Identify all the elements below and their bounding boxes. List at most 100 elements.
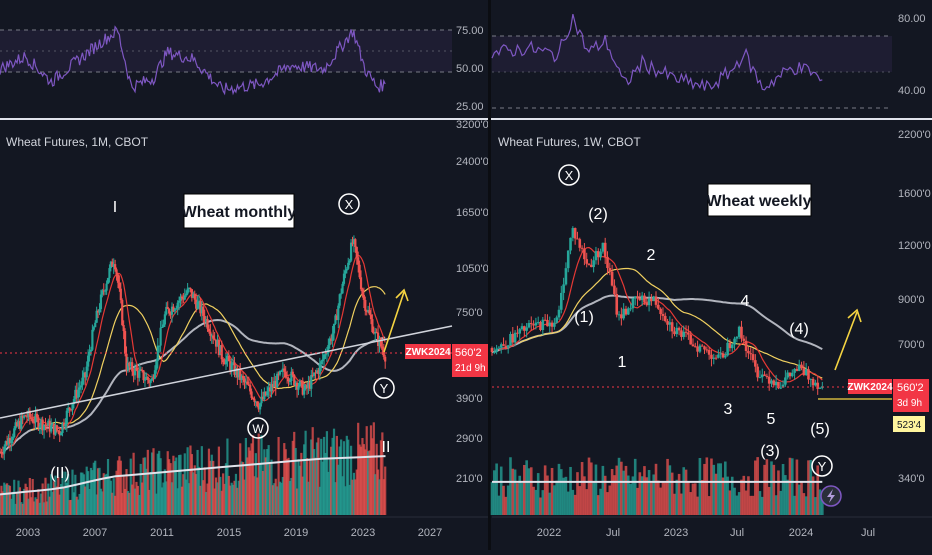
candle-body xyxy=(378,338,381,346)
candle-body xyxy=(511,333,515,343)
candle-body xyxy=(266,391,269,396)
volume-bar xyxy=(539,497,542,515)
candle-body xyxy=(357,257,360,265)
candle-body xyxy=(118,282,121,289)
volume-bar xyxy=(132,452,135,515)
candle-body xyxy=(143,379,147,381)
time-axis[interactable]: 2022 Jul 2023 Jul 2024 Jul xyxy=(537,527,875,539)
volume-bar xyxy=(61,471,64,515)
volume-bar xyxy=(569,466,572,515)
volume-bar xyxy=(520,483,524,515)
wave-label-W: W xyxy=(252,422,264,436)
candle-body xyxy=(374,331,377,334)
volume-bar xyxy=(349,445,353,515)
candle-body xyxy=(603,242,607,257)
volume-bar xyxy=(767,486,771,515)
candle-body xyxy=(562,284,565,293)
volume-bar xyxy=(691,483,695,515)
volume-bar xyxy=(749,495,753,515)
candle-body xyxy=(322,354,326,360)
volume-bar xyxy=(95,494,98,515)
candle-body xyxy=(96,310,100,313)
candle-body xyxy=(206,319,209,329)
volume-bar xyxy=(719,463,722,515)
volume-bar xyxy=(128,492,131,515)
candle-body xyxy=(268,387,272,392)
candle-body xyxy=(307,382,310,389)
price-axis[interactable]: 3200'0 2400'0 1650'0 1050'0 750'0 390'0 … xyxy=(456,119,489,485)
candle-body xyxy=(788,372,792,377)
volume-bar xyxy=(511,468,515,515)
volume-bar xyxy=(590,462,593,515)
volume-bar xyxy=(564,476,568,515)
volume-bar xyxy=(811,476,815,515)
candle-body xyxy=(712,357,716,359)
volume-bar xyxy=(659,487,662,515)
volume-bar xyxy=(550,467,554,515)
volume-bars xyxy=(0,422,387,515)
price-tag-secondary-text: 523'4 xyxy=(897,420,922,431)
candle-body xyxy=(234,368,238,375)
volume-bar xyxy=(335,435,338,515)
volume-bar xyxy=(295,488,299,515)
volume-bar xyxy=(788,457,792,515)
candle-body xyxy=(673,331,676,335)
candle-body xyxy=(243,378,246,383)
candle-body xyxy=(652,296,656,302)
volume-bar xyxy=(79,472,83,515)
price-tick: 390'0 xyxy=(456,393,483,405)
candle-body xyxy=(150,378,154,381)
annotation-text: Wheat weekly xyxy=(707,193,812,210)
candle-body xyxy=(45,425,49,427)
volume-bar xyxy=(189,445,192,515)
volume-bar xyxy=(160,487,164,515)
volume-bar xyxy=(777,470,780,515)
annotation-box[interactable] xyxy=(707,183,812,217)
candle-body xyxy=(615,294,619,315)
candle-body xyxy=(320,361,323,365)
candle-body xyxy=(249,385,252,392)
volume-bar xyxy=(631,476,635,515)
volume-bar xyxy=(756,457,759,515)
volume-bar xyxy=(177,455,181,515)
volume-bar xyxy=(622,470,625,515)
time-axis[interactable]: 2003 2007 2011 2015 2019 2023 2027 xyxy=(16,527,442,539)
symbol-header[interactable]: Wheat Futures, 1M, CBOT xyxy=(6,135,149,149)
candle-body xyxy=(139,369,142,371)
projection-arrow[interactable] xyxy=(834,311,858,371)
candle-body xyxy=(698,345,702,352)
candle-body xyxy=(236,368,239,378)
volume-bar xyxy=(765,459,769,515)
candle-body xyxy=(654,296,658,305)
support-trendline[interactable] xyxy=(0,325,453,419)
volume-bar xyxy=(105,473,108,515)
candle-body xyxy=(330,338,333,342)
volume-bar xyxy=(175,457,178,515)
candle-body xyxy=(128,362,131,367)
volume-bar xyxy=(643,466,646,515)
candle-body xyxy=(38,425,41,429)
candle-body xyxy=(104,290,107,292)
candle-body xyxy=(534,322,538,326)
candle-body xyxy=(802,368,806,376)
volume-bar xyxy=(260,435,263,515)
volume-bar xyxy=(311,427,314,515)
candle-body xyxy=(284,371,287,378)
price-tag-symbol-text: ZWK2024 xyxy=(847,382,892,393)
volume-bar xyxy=(647,470,651,515)
volume-bar xyxy=(145,468,148,515)
annotation-box[interactable] xyxy=(183,193,295,229)
volume-bar xyxy=(15,492,19,515)
projection-arrow[interactable] xyxy=(383,291,405,353)
candle-body xyxy=(516,332,519,334)
wave-label-II: II xyxy=(382,439,391,456)
volume-bar xyxy=(34,497,37,515)
candle-body xyxy=(125,353,128,371)
rsi-tick-80: 80.00 xyxy=(898,13,926,25)
candle-body xyxy=(550,322,554,327)
volume-bar xyxy=(497,495,501,515)
symbol-header[interactable]: Wheat Futures, 1W, CBOT xyxy=(498,135,641,149)
candle-body xyxy=(332,323,336,334)
volume-bar xyxy=(661,481,665,515)
candle-body xyxy=(596,251,600,258)
